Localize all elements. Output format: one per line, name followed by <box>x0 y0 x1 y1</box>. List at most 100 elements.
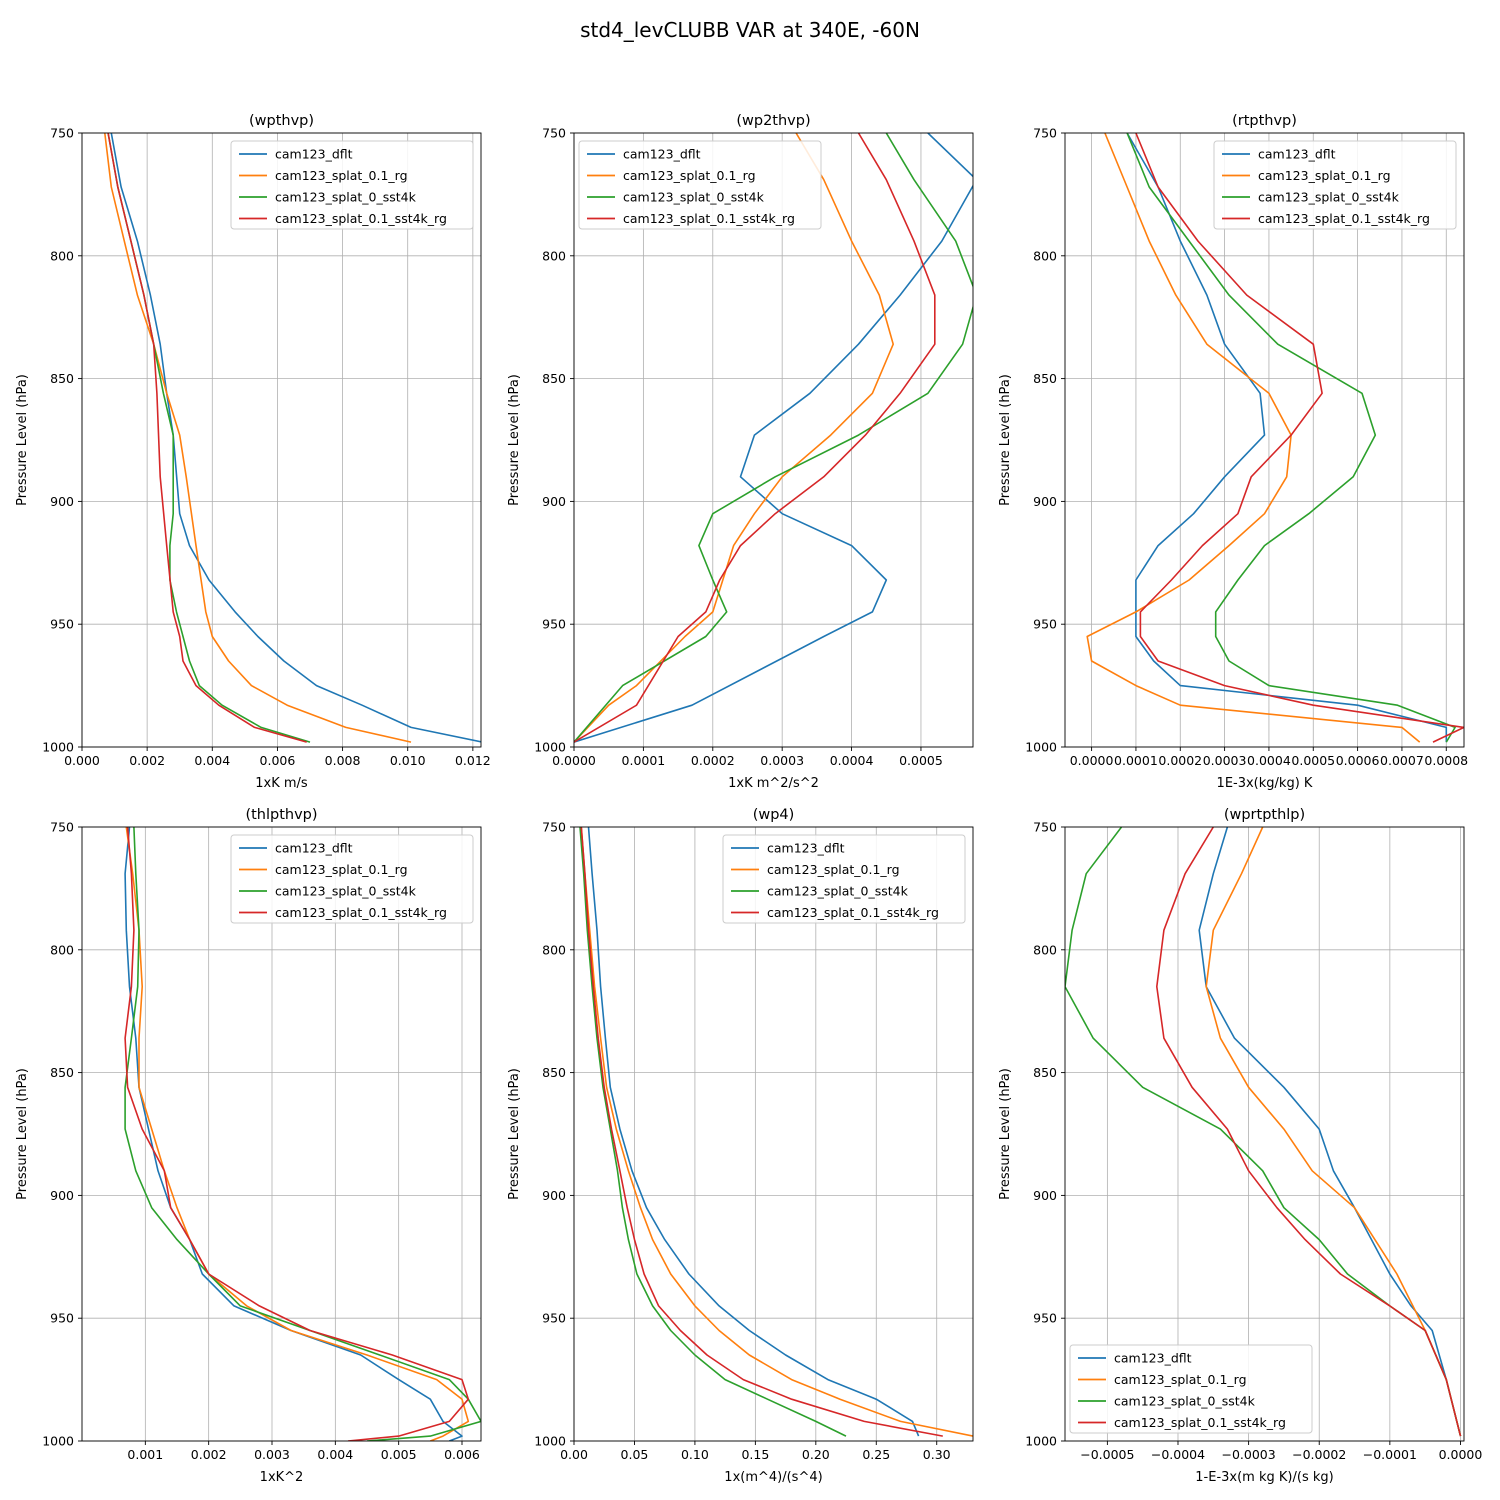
axes-frame <box>573 826 974 1442</box>
legend: cam123_dflt cam123_splat_0.1_rg cam123_spl… <box>230 834 474 924</box>
series-line-cam123_dflt <box>1126 133 1448 743</box>
legend-entry: cam123_splat_0.1_rg <box>767 862 900 877</box>
legend-entry: cam123_splat_0_sst4k <box>767 884 909 899</box>
x-tick-label: 0.0002 <box>1158 753 1202 768</box>
x-tick-label: 0.0008 <box>1424 753 1468 768</box>
series-line-cam123_dflt <box>110 133 481 743</box>
legend-entry: cam123_splat_0.1_rg <box>275 862 408 877</box>
x-tick-label: 0.002 <box>191 1447 227 1462</box>
y-tick-label: 750 <box>1033 820 1057 835</box>
legend-entry: cam123_splat_0_sst4k <box>275 884 417 899</box>
axes-frame <box>1064 132 1465 748</box>
x-tick-label: 0.0000 <box>1070 753 1114 768</box>
legend-box <box>722 834 966 924</box>
x-tick-label: 0.0004 <box>830 753 874 768</box>
x-tick-label: 0.005 <box>381 1447 417 1462</box>
series-lines <box>1065 827 1462 1437</box>
x-tick-label: 0.0005 <box>1291 753 1335 768</box>
subplot-title: (wp4) <box>753 807 795 823</box>
x-tick-label: −0.0002 <box>1292 1447 1346 1462</box>
figure-suptitle: std4_levCLUBB VAR at 340E, -60N <box>580 18 920 42</box>
y-tick-label: 850 <box>542 1065 566 1080</box>
y-tick-label: 1000 <box>1025 1434 1057 1449</box>
y-axis-label: Pressure Level (hPa) <box>507 1068 522 1200</box>
subplot-title: (wp2thvp) <box>736 113 810 129</box>
series-line-cam123_splat_0.1_sst4k_rg <box>580 827 943 1437</box>
legend: cam123_dflt cam123_splat_0.1_rg cam123_spl… <box>1213 140 1457 230</box>
y-tick-label: 900 <box>542 1188 566 1203</box>
y-tick-label: 950 <box>50 617 74 632</box>
x-tick-label: 0.0000 <box>1439 1447 1483 1462</box>
y-tick-label: 850 <box>50 371 74 386</box>
x-tick-label: 0.20 <box>802 1447 830 1462</box>
y-tick-label: 800 <box>1033 942 1057 957</box>
y-tick-label: 800 <box>1033 248 1057 263</box>
x-tick-label: 0.000 <box>64 753 100 768</box>
series-line-cam123_splat_0_sst4k <box>574 133 973 743</box>
y-axis-label: Pressure Level (hPa) <box>507 374 522 506</box>
series-line-cam123_splat_0.1_rg <box>104 133 412 743</box>
subplot-title: (thlpthvp) <box>245 807 317 823</box>
y-tick-label: 900 <box>50 1188 74 1203</box>
subplot-title: (wpthvp) <box>249 113 314 129</box>
x-tick-label: 0.0001 <box>1114 753 1158 768</box>
y-tick-label: 950 <box>1033 1311 1057 1326</box>
y-tick-label: 800 <box>542 248 566 263</box>
y-tick-label: 1000 <box>42 1434 74 1449</box>
x-tick-label: 0.010 <box>390 753 426 768</box>
x-tick-label: −0.0005 <box>1080 1447 1134 1462</box>
x-tick-label: 0.004 <box>194 753 230 768</box>
series-line-cam123_splat_0_sst4k <box>579 827 847 1437</box>
x-tick-label: 0.30 <box>923 1447 951 1462</box>
legend-entry: cam123_dflt <box>1258 147 1336 162</box>
legend-entry: cam123_splat_0_sst4k <box>623 190 765 205</box>
series-line-cam123_splat_0.1_sst4k_rg <box>1156 827 1462 1437</box>
subplot-1: 0.000 0.002 0.004 0.006 0.008 0.010 0.012 750 80… <box>15 113 491 791</box>
y-tick-label: 750 <box>50 820 74 835</box>
legend: cam123_dflt cam123_splat_0.1_rg cam123_spl… <box>722 834 966 924</box>
y-tick-label: 850 <box>50 1065 74 1080</box>
y-tick-label: 750 <box>542 820 566 835</box>
axes-frame <box>81 132 482 748</box>
x-axis-label: 1xK^2 <box>260 1470 304 1485</box>
legend-box <box>230 834 474 924</box>
legend: cam123_dflt cam123_splat_0.1_rg cam123_spl… <box>578 140 822 230</box>
series-lines <box>1086 133 1464 743</box>
x-tick-label: −0.0003 <box>1222 1447 1276 1462</box>
y-tick-label: 900 <box>1033 1188 1057 1203</box>
legend-entry: cam123_splat_0_sst4k <box>1258 190 1400 205</box>
x-axis-label: 1xK m/s <box>255 776 308 791</box>
legend-entry: cam123_splat_0.1_rg <box>275 168 408 183</box>
legend-entry: cam123_splat_0.1_rg <box>1258 168 1391 183</box>
series-line-cam123_splat_0.1_sst4k_rg <box>124 827 470 1441</box>
legend-entry: cam123_dflt <box>1114 1351 1192 1366</box>
legend-entry: cam123_splat_0.1_sst4k_rg <box>275 905 447 920</box>
subplot-4: 0.001 0.002 0.003 0.004 0.005 0.006 750 800 850 9… <box>15 807 482 1485</box>
x-tick-label: 0.004 <box>317 1447 353 1462</box>
series-lines <box>579 827 973 1437</box>
series-line-cam123_splat_0.1_sst4k_rg <box>107 133 307 743</box>
y-tick-label: 1000 <box>534 740 566 755</box>
x-tick-label: 0.0004 <box>1247 753 1291 768</box>
y-tick-label: 850 <box>1033 1065 1057 1080</box>
y-axis-label: Pressure Level (hPa) <box>998 1068 1013 1200</box>
y-tick-label: 1000 <box>42 740 74 755</box>
series-line-cam123_splat_0.1_sst4k_rg <box>1135 133 1464 743</box>
legend: cam123_dflt cam123_splat_0.1_rg cam123_spl… <box>1069 1344 1313 1434</box>
x-tick-label: 0.006 <box>444 1447 480 1462</box>
gridlines <box>573 132 973 748</box>
x-tick-label: 0.0000 <box>552 753 596 768</box>
legend-entry: cam123_dflt <box>767 841 845 856</box>
y-tick-label: 950 <box>542 617 566 632</box>
x-axis-label: 1x(m^4)/(s^4) <box>724 1470 822 1485</box>
legend-entry: cam123_dflt <box>275 147 353 162</box>
series-line-cam123_dflt <box>587 827 920 1437</box>
x-tick-label: 0.0001 <box>622 753 666 768</box>
series-line-cam123_splat_0.1_sst4k_rg <box>574 133 936 743</box>
y-tick-label: 800 <box>542 942 566 957</box>
y-tick-label: 800 <box>50 248 74 263</box>
y-tick-label: 950 <box>542 1311 566 1326</box>
series-lines <box>574 133 973 743</box>
axes-frame <box>573 132 974 748</box>
